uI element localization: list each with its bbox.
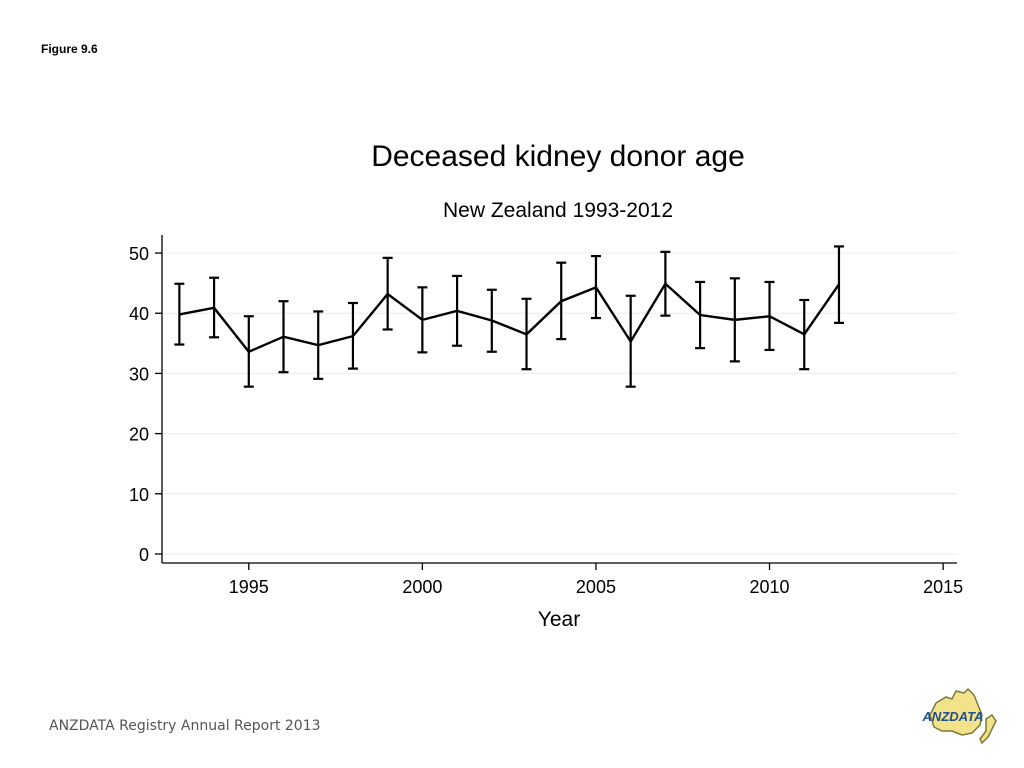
error-bars	[174, 245, 844, 388]
data-point	[664, 282, 667, 285]
chart-title: Deceased kidney donor age	[371, 140, 745, 173]
x-tick-label: 2015	[923, 577, 963, 597]
data-point	[490, 319, 493, 322]
figure-label: Figure 9.6	[41, 42, 98, 56]
y-tick-label: 40	[129, 304, 149, 324]
x-tick-label: 2005	[576, 577, 616, 597]
chart-subtitle: New Zealand 1993-2012	[443, 199, 673, 222]
data-point	[178, 313, 181, 316]
data-point	[421, 318, 424, 321]
ticks: 0 10 20 30 40 50 1995 2000 2005 2010 2015	[129, 244, 963, 597]
data-point	[629, 340, 632, 343]
x-axis-label: Year	[538, 608, 580, 631]
x-tick-label: 2000	[402, 577, 442, 597]
data-point	[733, 318, 736, 321]
data-point	[768, 315, 771, 318]
y-tick-label: 10	[129, 485, 149, 505]
data-point	[594, 286, 597, 289]
y-tick-label: 20	[129, 425, 149, 445]
data-point	[699, 314, 702, 317]
footer-text: ANZDATA Registry Annual Report 2013	[49, 718, 321, 734]
gridlines	[162, 252, 957, 555]
australia-map-icon	[929, 687, 983, 736]
data-point	[351, 335, 354, 338]
series-group	[178, 281, 840, 354]
data-point	[282, 335, 285, 338]
anzdata-logo: ANZDATA	[922, 687, 997, 745]
data-point	[560, 300, 563, 303]
series-line	[179, 281, 840, 354]
data-point	[803, 333, 806, 336]
data-point	[247, 350, 250, 353]
x-tick-label: 1995	[229, 577, 269, 597]
logo-text: ANZDATA	[922, 709, 983, 724]
new-zealand-map-icon	[979, 713, 997, 745]
y-tick-label: 50	[129, 244, 149, 264]
y-tick-label: 30	[129, 364, 149, 384]
y-tick-label: 0	[139, 545, 149, 565]
data-point	[837, 283, 840, 286]
data-point	[213, 306, 216, 309]
data-point	[386, 292, 389, 295]
data-point	[317, 344, 320, 347]
axes	[161, 235, 957, 564]
x-tick-label: 2010	[750, 577, 790, 597]
data-point	[525, 333, 528, 336]
data-point	[456, 309, 459, 312]
